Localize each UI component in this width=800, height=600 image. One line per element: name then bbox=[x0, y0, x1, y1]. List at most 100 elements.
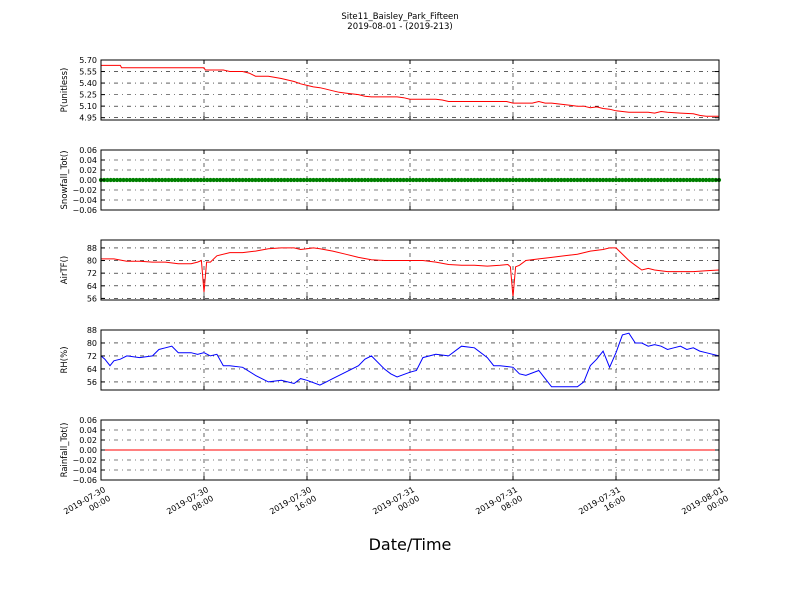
data-point bbox=[401, 177, 406, 183]
data-point bbox=[108, 177, 113, 183]
data-point bbox=[504, 177, 509, 183]
y-tick-label: 5.40 bbox=[79, 79, 97, 88]
y-tick-label: 5.25 bbox=[79, 91, 97, 100]
y-tick-label: 64 bbox=[87, 365, 97, 374]
y-tick-label: −0.06 bbox=[72, 476, 97, 485]
data-point bbox=[423, 177, 429, 183]
data-point bbox=[620, 177, 625, 183]
data-point bbox=[172, 177, 178, 183]
data-point bbox=[217, 177, 223, 183]
data-point bbox=[629, 177, 635, 183]
data-point bbox=[588, 177, 593, 183]
data-point bbox=[317, 177, 322, 183]
data-point bbox=[604, 177, 609, 183]
data-point bbox=[662, 177, 667, 183]
data-point bbox=[601, 177, 606, 183]
data-point bbox=[285, 177, 290, 183]
data-point bbox=[633, 177, 638, 183]
data-point bbox=[710, 177, 715, 183]
data-point bbox=[623, 177, 628, 183]
y-tick-label: 5.10 bbox=[79, 102, 97, 111]
data-point bbox=[655, 177, 660, 183]
data-point bbox=[536, 177, 541, 183]
y-tick-label: 0.06 bbox=[79, 146, 97, 155]
data-point bbox=[572, 177, 577, 183]
data-point bbox=[452, 177, 458, 183]
data-point bbox=[520, 177, 525, 183]
subplot-3: 88 80 72 64 56 AirTF() bbox=[60, 239, 720, 303]
data-point bbox=[568, 177, 574, 183]
data-point bbox=[156, 177, 162, 183]
data-point bbox=[417, 177, 422, 183]
data-point bbox=[581, 177, 586, 183]
data-point bbox=[404, 177, 409, 183]
data-point bbox=[543, 177, 548, 183]
data-point bbox=[694, 177, 699, 183]
y-tick-label: 80 bbox=[87, 339, 97, 348]
data-point bbox=[105, 177, 110, 183]
data-point bbox=[646, 177, 651, 183]
data-point bbox=[546, 177, 551, 183]
data-point bbox=[456, 177, 461, 183]
data-point bbox=[668, 177, 673, 183]
data-point bbox=[533, 177, 538, 183]
subplot-2: 0.060.040.020.00−0.02−0.04−0.06Snowfall_… bbox=[60, 146, 722, 215]
y-tick-label: 5.70 bbox=[79, 56, 97, 65]
data-point bbox=[111, 177, 116, 183]
y-tick-label: 4.95 bbox=[79, 114, 97, 123]
data-point bbox=[591, 177, 596, 183]
data-point bbox=[700, 177, 706, 183]
data-point bbox=[131, 177, 136, 183]
data-point bbox=[555, 177, 561, 183]
data-point bbox=[584, 177, 590, 183]
y-axis-label: AirTF() bbox=[60, 256, 70, 284]
data-point bbox=[246, 177, 252, 183]
data-point bbox=[649, 177, 654, 183]
data-point bbox=[526, 177, 532, 183]
data-point bbox=[234, 177, 239, 183]
data-point bbox=[327, 177, 332, 183]
data-point bbox=[517, 177, 522, 183]
data-point bbox=[124, 177, 129, 183]
y-tick-label: 0.00 bbox=[79, 446, 97, 455]
data-point bbox=[259, 177, 265, 183]
data-point bbox=[610, 177, 615, 183]
data-point bbox=[488, 177, 493, 183]
data-point bbox=[642, 177, 648, 183]
y-axis-label: Rainfall_Tot() bbox=[60, 423, 70, 478]
data-point bbox=[681, 177, 686, 183]
data-point bbox=[539, 177, 545, 183]
data-point bbox=[275, 177, 281, 183]
data-point bbox=[118, 177, 123, 183]
data-point bbox=[472, 177, 477, 183]
y-tick-label: 0.04 bbox=[79, 426, 97, 435]
data-point bbox=[324, 177, 329, 183]
data-point bbox=[279, 177, 284, 183]
data-point bbox=[169, 177, 174, 183]
series-line bbox=[100, 332, 720, 388]
data-point bbox=[578, 177, 583, 183]
data-point bbox=[639, 177, 644, 183]
y-axis-label: P(unitless) bbox=[60, 68, 70, 113]
y-tick-label: 0.04 bbox=[79, 156, 97, 165]
y-tick-label: 0.00 bbox=[79, 176, 97, 185]
data-point bbox=[340, 177, 345, 183]
data-point bbox=[613, 177, 619, 183]
data-point bbox=[559, 177, 564, 183]
data-point bbox=[304, 177, 310, 183]
data-point bbox=[185, 177, 191, 183]
y-tick-label: 80 bbox=[87, 257, 97, 266]
data-point bbox=[475, 177, 480, 183]
data-point bbox=[440, 177, 445, 183]
data-point bbox=[375, 177, 380, 183]
data-point bbox=[160, 177, 165, 183]
data-point bbox=[449, 177, 454, 183]
data-point bbox=[143, 177, 149, 183]
data-point bbox=[153, 177, 158, 183]
data-point bbox=[189, 177, 194, 183]
y-tick-label: 64 bbox=[87, 282, 97, 291]
subplot-4: 88 80 72 64 56 RH(%) bbox=[60, 326, 720, 391]
data-point bbox=[433, 177, 438, 183]
data-point bbox=[195, 177, 200, 183]
data-point bbox=[163, 177, 168, 183]
